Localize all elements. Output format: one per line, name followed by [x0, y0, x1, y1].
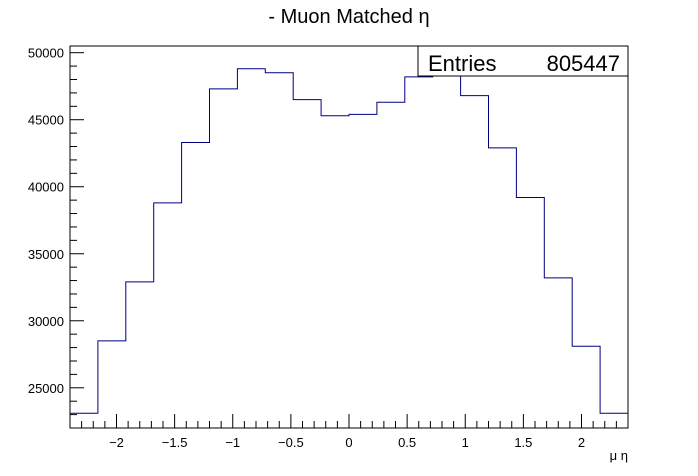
y-tick-label: 45000: [28, 113, 64, 128]
x-tick-label: 1.5: [514, 435, 532, 450]
stats-box: Entries 805447: [417, 45, 629, 77]
x-axis-title: μ η: [610, 448, 628, 463]
y-tick-label: 40000: [28, 180, 64, 195]
y-axis: 25000 30000 35000 40000 45000 50000: [28, 46, 84, 429]
x-tick-label: 0: [345, 435, 352, 450]
x-tick-label: −1.5: [162, 435, 188, 450]
x-tick-label: 0.5: [398, 435, 416, 450]
x-tick-label: 1: [462, 435, 469, 450]
stats-box-frame: [417, 45, 629, 77]
x-tick-label: −2: [109, 435, 124, 450]
stats-entries-value: 805447: [547, 51, 620, 76]
x-tick-label: −1: [225, 435, 240, 450]
stats-entries-label: Entries: [428, 51, 496, 76]
y-tick-label: 35000: [28, 247, 64, 262]
histogram-series-line: [70, 68, 628, 414]
y-tick-label: 30000: [28, 314, 64, 329]
y-tick-label: 25000: [28, 381, 64, 396]
chart-title: - Muon Matched η: [268, 6, 429, 28]
x-tick-label: 2: [578, 435, 585, 450]
y-tick-label: 50000: [28, 46, 64, 61]
x-axis: −2 −1.5 −1 −0.5 0 0.5 1 1.5 2: [69, 414, 629, 450]
x-tick-label: −0.5: [278, 435, 304, 450]
